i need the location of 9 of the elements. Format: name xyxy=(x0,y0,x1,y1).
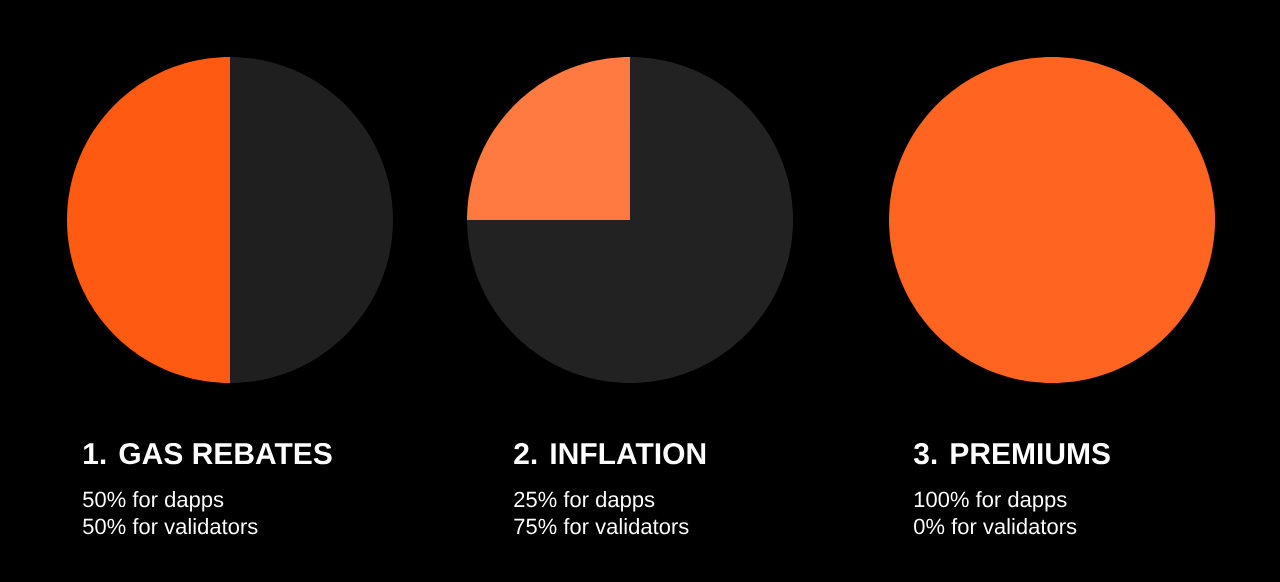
text: 100% for dapps xyxy=(914,491,1067,512)
text: 0% for validators xyxy=(914,518,1077,535)
text: 1. GAS REBATES xyxy=(84,443,332,465)
text: 75% for validators xyxy=(514,518,689,535)
text: 50% for dapps xyxy=(83,491,224,512)
text: 3. PREMIUMS xyxy=(913,443,1110,465)
text: 2. INFLATION xyxy=(514,443,706,465)
text: 25% for dapps xyxy=(514,491,655,512)
text: 50% for validators xyxy=(83,518,258,535)
